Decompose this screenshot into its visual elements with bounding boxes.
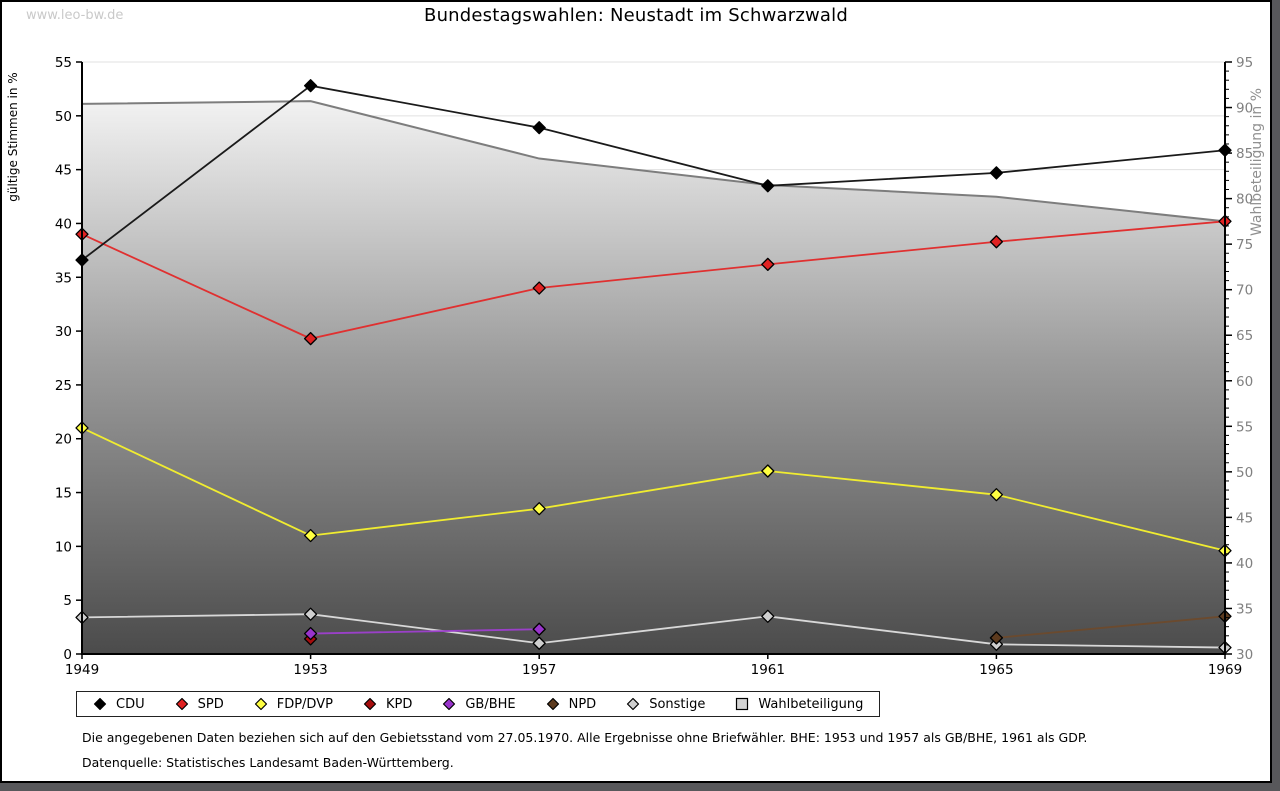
legend-square-icon: [736, 697, 749, 711]
legend-label: GB/BHE: [465, 696, 516, 712]
series-cdu-marker-1961: [761, 179, 775, 193]
left-axis-tick-label: 0: [63, 647, 72, 663]
series-sonstige-line: [81, 613, 1226, 649]
x-axis-tick-label: 1949: [65, 662, 99, 678]
series-fdp-dvp-marker-1957: [532, 502, 546, 516]
right-axis-tick-label: 30: [1236, 647, 1253, 663]
series-cdu-marker-1953: [303, 79, 318, 93]
left-axis-tick-label: 20: [55, 432, 72, 448]
x-axis-tick-label: 1965: [979, 662, 1013, 678]
legend-diamond-icon: [175, 697, 188, 711]
legend-item-wahlbeteiligung: Wahlbeteiligung: [735, 697, 863, 712]
series-spd-marker-1957: [532, 281, 546, 295]
legend-label: Sonstige: [649, 696, 706, 712]
right-axis-tick-label: 65: [1236, 328, 1253, 344]
right-axis-tick-label: 40: [1236, 556, 1253, 572]
series-npd-line: [996, 615, 1226, 639]
watermark-leo-bw: www.leo-bw.de: [26, 8, 124, 23]
right-axis-tick-label: 75: [1236, 237, 1253, 253]
left-axis-tick-label: 25: [55, 378, 72, 394]
legend-diamond-icon: [627, 697, 640, 711]
legend-item-spd: SPD: [175, 697, 224, 712]
series-sonstige-marker-1953: [303, 607, 318, 621]
chart-legend: CDU SPD FDP/DVP KPD GB/BHE NPD Sonstige Wahlbet…: [76, 691, 881, 717]
left-axis-tick-label: 40: [55, 216, 72, 232]
legend-label: CDU: [116, 696, 145, 712]
legend-item-cdu: CDU: [93, 697, 145, 712]
x-axis-tick-label: 1961: [751, 662, 785, 678]
right-axis-tick-label: 55: [1236, 419, 1253, 435]
legend-diamond-icon: [546, 697, 559, 711]
series-fdp-dvp-line: [81, 427, 1226, 552]
wahlbeteiligung-line: [81, 100, 1226, 223]
left-axis-tick-label: 10: [55, 539, 72, 555]
legend-item-npd: NPD: [546, 696, 597, 712]
left-axis-tick-label: 30: [55, 324, 72, 340]
series-fdp-dvp-marker-1965: [989, 488, 1004, 502]
series-cdu-marker-1957: [532, 121, 546, 135]
legend-item-sonstige: Sonstige: [626, 697, 705, 712]
x-axis-tick-label: 1953: [293, 662, 327, 678]
left-axis-tick-label: 15: [55, 486, 72, 502]
left-axis-tick-label: 55: [55, 55, 72, 71]
series-fdp-dvp-marker-1961: [761, 464, 775, 478]
left-axis-tick-label: 5: [63, 593, 72, 609]
x-axis-tick-label: 1969: [1208, 662, 1242, 678]
right-axis-tick-label: 60: [1236, 374, 1253, 390]
series-spd-marker-1953: [303, 331, 318, 346]
right-axis-tick-label: 45: [1236, 510, 1253, 526]
right-axis-tick-label: 95: [1236, 55, 1253, 71]
right-axis-title: Wahlbeteiligung in %: [1249, 88, 1265, 236]
right-axis-tick-label: 80: [1236, 192, 1253, 208]
series-spd-marker-1961: [761, 257, 775, 272]
right-axis-tick-label: 35: [1236, 601, 1253, 617]
series-gb-bhe-marker-1957: [532, 622, 546, 636]
left-axis-tick-label: 35: [55, 270, 72, 286]
left-axis-title: gültige Stimmen in %: [6, 72, 20, 201]
series-spd-marker-1965: [989, 235, 1004, 249]
left-axis-tick-label: 45: [55, 163, 72, 179]
wahlbeteiligung-area: [82, 101, 1225, 654]
series-spd-line: [81, 220, 1226, 340]
legend-diamond-icon: [363, 697, 377, 711]
footnote-source: Datenquelle: Statistisches Landesamt Bad…: [82, 755, 454, 770]
legend-diamond-icon: [254, 697, 267, 711]
right-axis-tick-label: 85: [1236, 146, 1253, 162]
series-fdp-dvp-marker-1953: [303, 528, 318, 543]
legend-label: NPD: [568, 696, 597, 712]
series-gb-bhe-line: [310, 628, 540, 635]
page-title: Bundestagswahlen: Neustadt im Schwarzwal…: [424, 5, 848, 26]
series-cdu-marker-1965: [989, 166, 1004, 180]
right-axis-tick-label: 50: [1236, 465, 1253, 481]
legend-label: FDP/DVP: [276, 696, 333, 712]
series-cdu-line: [81, 84, 1226, 261]
legend-item-fdp-dvp: FDP/DVP: [254, 697, 333, 712]
legend-item-kpd: KPD: [363, 697, 412, 712]
legend-label: KPD: [385, 696, 413, 712]
left-axis-tick-label: 50: [55, 109, 72, 125]
legend-diamond-icon: [443, 697, 456, 711]
footnote-data-note: Die angegebenen Daten beziehen sich auf …: [82, 730, 1088, 745]
election-line-chart: 0 5 10 15 20 25 30 35 40 45 50 55 30 35 40 45 50 55 60 65 70…: [6, 55, 1265, 678]
series-sonstige-marker-1961: [761, 609, 775, 623]
legend-label: Wahlbeteiligung: [758, 696, 864, 712]
series-npd-marker-1965: [989, 631, 1004, 645]
legend-item-gb-bhe: GB/BHE: [442, 696, 516, 712]
series-sonstige-marker-1957: [532, 636, 546, 650]
right-axis-tick-label: 90: [1236, 101, 1253, 117]
legend-diamond-icon: [93, 697, 107, 711]
series-gb-bhe-marker-1953: [303, 626, 318, 641]
x-axis-tick-label: 1957: [522, 662, 556, 678]
right-axis-tick-label: 70: [1236, 283, 1253, 299]
legend-label: SPD: [197, 696, 224, 712]
